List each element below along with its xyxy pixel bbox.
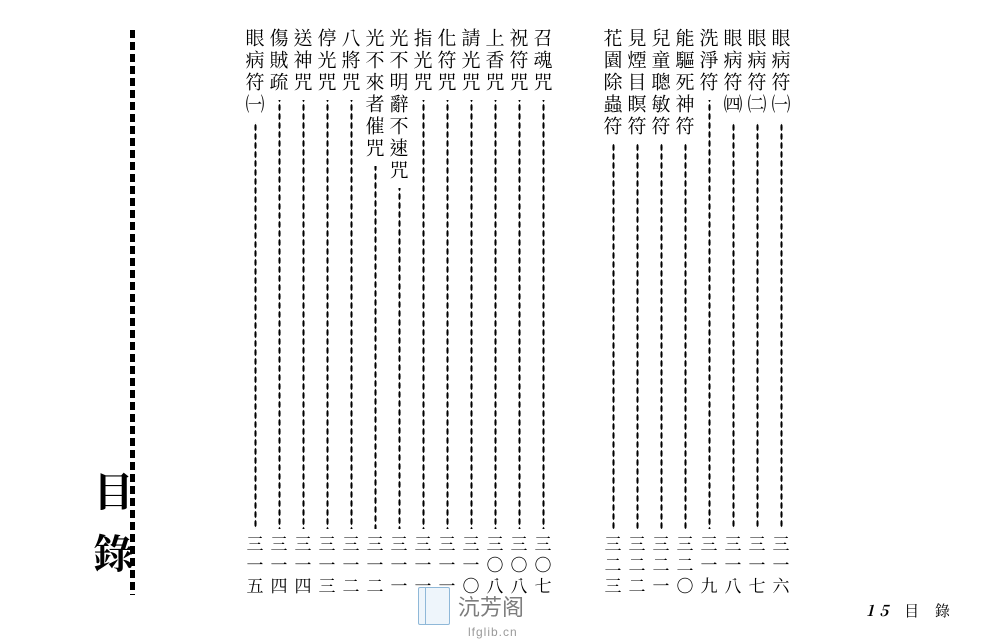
toc-entry-page: 三一五 xyxy=(247,535,264,598)
footer-label: 目 錄 xyxy=(904,600,956,621)
toc-entry: 召魂咒三〇七 xyxy=(532,28,555,598)
toc-entry-title: 上香咒 xyxy=(486,28,505,94)
toc-entry: 化符咒三一一 xyxy=(436,28,459,598)
toc-entry-page: 三一四 xyxy=(271,535,288,598)
toc-leader-dots xyxy=(398,188,401,529)
toc-column-1: 召魂咒三〇七祝符咒三〇八上香咒三〇八請光咒三一〇化符咒三一一指光咒三一一光不明辭… xyxy=(240,28,555,598)
toc-entry-page: 三二二 xyxy=(629,535,646,598)
toc-entry-title: 見煙目瞑符 xyxy=(628,28,647,138)
toc-entry-title: 眼病符㈡ xyxy=(748,28,767,116)
toc-leader-dots xyxy=(350,100,353,529)
toc-leader-dots xyxy=(422,100,425,529)
toc-entry: 光不明辭不速咒三一一 xyxy=(388,28,411,598)
toc-entry-page: 三〇七 xyxy=(535,535,552,598)
toc-entry-title: 光不來者催咒 xyxy=(366,28,385,160)
toc-leader-dots xyxy=(660,144,663,529)
toc-entry: 兒童聰敏符三二一 xyxy=(650,28,673,598)
toc-entry-title: 化符咒 xyxy=(438,28,457,94)
toc-entry-page: 三一三 xyxy=(319,535,336,598)
toc-leader-dots xyxy=(636,144,639,529)
toc-entry-title: 能驅死神符 xyxy=(676,28,695,138)
toc-entry: 洗淨符三一九 xyxy=(698,28,721,598)
toc-leader-dots xyxy=(446,100,449,529)
toc-entry: 請光咒三一〇 xyxy=(460,28,483,598)
footer-page-number: 15 xyxy=(866,600,894,621)
toc-entry-page: 三一七 xyxy=(749,535,766,598)
watermark-text: 沆芳阁 xyxy=(458,590,524,622)
toc-entry: 眼病符㈣三一八 xyxy=(722,28,745,598)
toc-entry: 送神咒三一四 xyxy=(292,28,315,598)
toc-entry-page: 三一八 xyxy=(725,535,742,598)
toc-entry: 上香咒三〇八 xyxy=(484,28,507,598)
toc-entry-page: 三一九 xyxy=(701,535,718,598)
toc-leader-dots xyxy=(278,100,281,529)
toc-entry: 傷賊疏三一四 xyxy=(268,28,291,598)
toc-entry-title: 指光咒 xyxy=(414,28,433,94)
toc-entry-title: 洗淨符 xyxy=(700,28,719,94)
toc-entry-page: 三二一 xyxy=(653,535,670,598)
toc-leader-dots xyxy=(302,100,305,529)
toc-entry-page: 三二三 xyxy=(605,535,622,598)
toc-leader-dots xyxy=(542,100,545,529)
toc-entry-title: 送神咒 xyxy=(294,28,313,94)
toc-leader-dots xyxy=(756,122,759,529)
toc-entry-title: 請光咒 xyxy=(462,28,481,94)
toc-entry-page: 三二〇 xyxy=(677,535,694,598)
toc-entry-page: 三一四 xyxy=(295,535,312,598)
toc-leader-dots xyxy=(374,166,377,529)
section-title: 目錄 xyxy=(85,471,142,595)
toc-leader-dots xyxy=(326,100,329,529)
toc-entry-title: 傷賊疏 xyxy=(270,28,289,94)
toc-leader-dots xyxy=(518,100,521,529)
toc-entry-page: 三一一 xyxy=(391,535,408,598)
toc-leader-dots xyxy=(612,144,615,529)
title-block: 目錄 xyxy=(95,30,155,595)
toc-entry: 見煙目瞑符三二二 xyxy=(626,28,649,598)
toc-entry-title: 光不明辭不速咒 xyxy=(390,28,409,182)
toc-entry-title: 眼病符㈠ xyxy=(772,28,791,116)
toc-entry: 八將咒三一二 xyxy=(340,28,363,598)
toc-entry: 停光咒三一三 xyxy=(316,28,339,598)
toc-entry-page: 三一二 xyxy=(343,535,360,598)
page: 目錄 召魂咒三〇七祝符咒三〇八上香咒三〇八請光咒三一〇化符咒三一一指光咒三一一光… xyxy=(0,0,1002,643)
toc-leader-dots xyxy=(684,144,687,529)
toc-entry: 眼病符㈠三一五 xyxy=(244,28,267,598)
toc-entry: 眼病符㈠三一六 xyxy=(770,28,793,598)
toc-entry-title: 眼病符㈠ xyxy=(246,28,265,116)
toc-leader-dots xyxy=(708,100,711,529)
toc-entry-title: 祝符咒 xyxy=(510,28,529,94)
watermark-url: lfglib.cn xyxy=(468,625,518,639)
toc-entry: 祝符咒三〇八 xyxy=(508,28,531,598)
toc-column-2: 眼病符㈠三一六眼病符㈡三一七眼病符㈣三一八洗淨符三一九能驅死神符三二〇兒童聰敏符… xyxy=(598,28,793,598)
toc-entry: 眼病符㈡三一七 xyxy=(746,28,769,598)
toc-entry: 光不來者催咒三一二 xyxy=(364,28,387,598)
toc-entry: 指光咒三一一 xyxy=(412,28,435,598)
toc-leader-dots xyxy=(732,122,735,529)
toc-entry-title: 召魂咒 xyxy=(534,28,553,94)
toc-entry-page: 三一六 xyxy=(773,535,790,598)
toc-entry-title: 眼病符㈣ xyxy=(724,28,743,116)
toc-entry-title: 停光咒 xyxy=(318,28,337,94)
watermark: 沆芳阁 xyxy=(418,587,524,625)
toc-leader-dots xyxy=(254,122,257,529)
toc-leader-dots xyxy=(470,100,473,529)
toc-entry-title: 八將咒 xyxy=(342,28,361,94)
toc-leader-dots xyxy=(780,122,783,529)
toc-entry-title: 兒童聰敏符 xyxy=(652,28,671,138)
toc-leader-dots xyxy=(494,100,497,529)
toc-entry-page: 三一二 xyxy=(367,535,384,598)
toc-entry: 花園除蟲符三二三 xyxy=(602,28,625,598)
toc-entry: 能驅死神符三二〇 xyxy=(674,28,697,598)
book-icon xyxy=(418,587,450,625)
toc-entry-title: 花園除蟲符 xyxy=(604,28,623,138)
footer: 15 目 錄 xyxy=(866,600,956,621)
